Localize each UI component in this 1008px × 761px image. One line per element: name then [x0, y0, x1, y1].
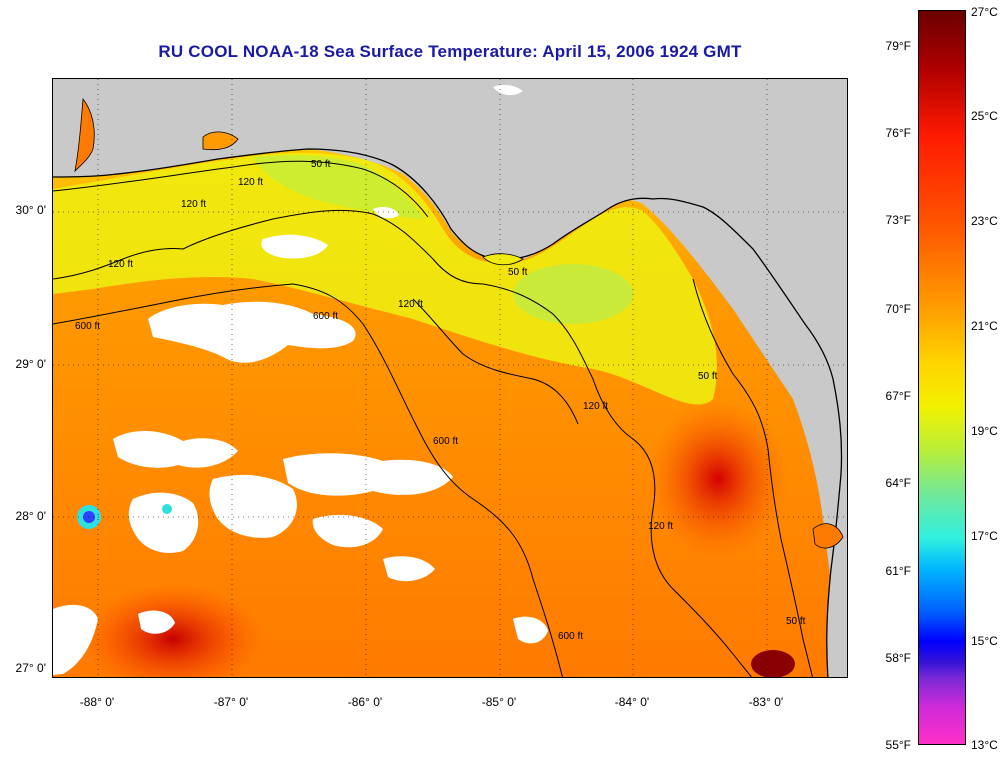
lon-label-86: -86° 0' — [347, 695, 383, 709]
contour-label-7: 600 ft — [433, 436, 458, 447]
cloud-cover — [53, 84, 548, 675]
map-title: RU COOL NOAA-18 Sea Surface Temperature:… — [158, 42, 742, 61]
lat-label-29: 29° 0' — [15, 357, 46, 371]
colorbar-c-15: 15°C — [971, 634, 998, 648]
contour-50ft-east — [692, 278, 814, 677]
contour-label-1: 50 ft — [311, 159, 331, 170]
warm-spot-south — [751, 650, 795, 677]
bathymetry-contours — [53, 160, 814, 677]
lon-label-88: -88° 0' — [79, 695, 115, 709]
contour-600ft-west — [53, 283, 564, 677]
lon-label-84: -84° 0' — [614, 695, 650, 709]
colorbar-c-25: 25°C — [971, 109, 998, 123]
contour-label-11: 50 ft — [786, 616, 806, 627]
warm-eddy-southwest — [83, 584, 263, 677]
colorbar-c-21: 21°C — [971, 319, 998, 333]
colorbar-f-61: 61°F — [885, 564, 911, 578]
lon-label-87: -87° 0' — [213, 695, 249, 709]
colorbar-f-79: 79°F — [885, 39, 911, 53]
cloud-13 — [373, 207, 399, 219]
contour-120ft-central — [482, 283, 753, 677]
apalachicola-bay — [482, 253, 524, 266]
contour-label-3: 120 ft — [181, 199, 206, 210]
sst-map-canvas: 50 ft 120 ft 120 ft 600 ft 120 ft 600 ft… — [53, 79, 847, 677]
contour-labels: 50 ft 120 ft 120 ft 600 ft 120 ft 600 ft… — [75, 159, 806, 642]
cloud-9 — [53, 604, 98, 675]
pensacola-bay — [202, 131, 239, 151]
cloud-5 — [128, 492, 199, 554]
contour-label-6: 600 ft — [313, 311, 338, 322]
cloud-8 — [383, 556, 435, 582]
colorbar-c-19: 19°C — [971, 424, 998, 438]
cloud-2 — [261, 234, 328, 259]
contour-label-4: 600 ft — [75, 321, 100, 332]
contour-label-9: 120 ft — [648, 521, 673, 532]
contour-50ft — [53, 160, 429, 218]
colorbar-c-27: 27°C — [971, 5, 998, 19]
colorbar-c-17: 17°C — [971, 529, 998, 543]
contour-120ft-west — [53, 209, 484, 285]
contour-label-14: 50 ft — [508, 267, 528, 278]
cloud-3 — [113, 430, 238, 468]
colorbar-f-76: 76°F — [885, 126, 911, 140]
colorbar-f-70: 70°F — [885, 302, 911, 316]
cloud-1 — [148, 301, 356, 363]
cloud-10 — [138, 610, 175, 634]
cloud-4 — [283, 453, 453, 496]
mobile-bay — [74, 97, 95, 173]
coastline — [53, 148, 843, 677]
sst-map: 50 ft 120 ft 120 ft 600 ft 120 ft 600 ft… — [52, 78, 848, 678]
colorbar-f-58: 58°F — [885, 651, 911, 665]
cloud-7 — [312, 514, 383, 548]
lat-label-28: 28° 0' — [15, 509, 46, 523]
contour-label-10: 50 ft — [698, 371, 718, 382]
graticule — [53, 79, 847, 677]
colorbar-f-73: 73°F — [885, 213, 911, 227]
contour-label-12: 600 ft — [558, 631, 583, 642]
cool-band — [253, 155, 425, 219]
temperature-colorbar — [918, 10, 966, 745]
lat-label-30: 30° 0' — [15, 203, 46, 217]
land-north — [53, 79, 847, 367]
cloud-11 — [513, 616, 548, 644]
cold-spot-dot — [162, 504, 172, 514]
colorbar-f-67: 67°F — [885, 389, 911, 403]
lat-label-27: 27° 0' — [15, 661, 46, 675]
lon-label-85: -85° 0' — [481, 695, 517, 709]
warm-eddy-east — [648, 399, 788, 559]
cloud-12 — [493, 84, 523, 96]
contour-label-2: 120 ft — [238, 177, 263, 188]
land-florida — [805, 324, 847, 677]
colorbar-f-55: 55°F — [885, 738, 911, 752]
shelf-water — [53, 153, 717, 405]
green-patch — [513, 264, 633, 324]
contour-label-8: 120 ft — [583, 401, 608, 412]
tampa-bay — [812, 523, 844, 549]
colorbar-c-23: 23°C — [971, 214, 998, 228]
cloud-6 — [209, 474, 297, 538]
contour-label-5: 120 ft — [398, 299, 423, 310]
contour-600ft-east — [412, 298, 579, 425]
lon-label-83: -83° 0' — [748, 695, 784, 709]
colorbar-f-64: 64°F — [885, 476, 911, 490]
contour-label-13: 120 ft — [108, 259, 133, 270]
colorbar-c-13: 13°C — [971, 738, 998, 752]
